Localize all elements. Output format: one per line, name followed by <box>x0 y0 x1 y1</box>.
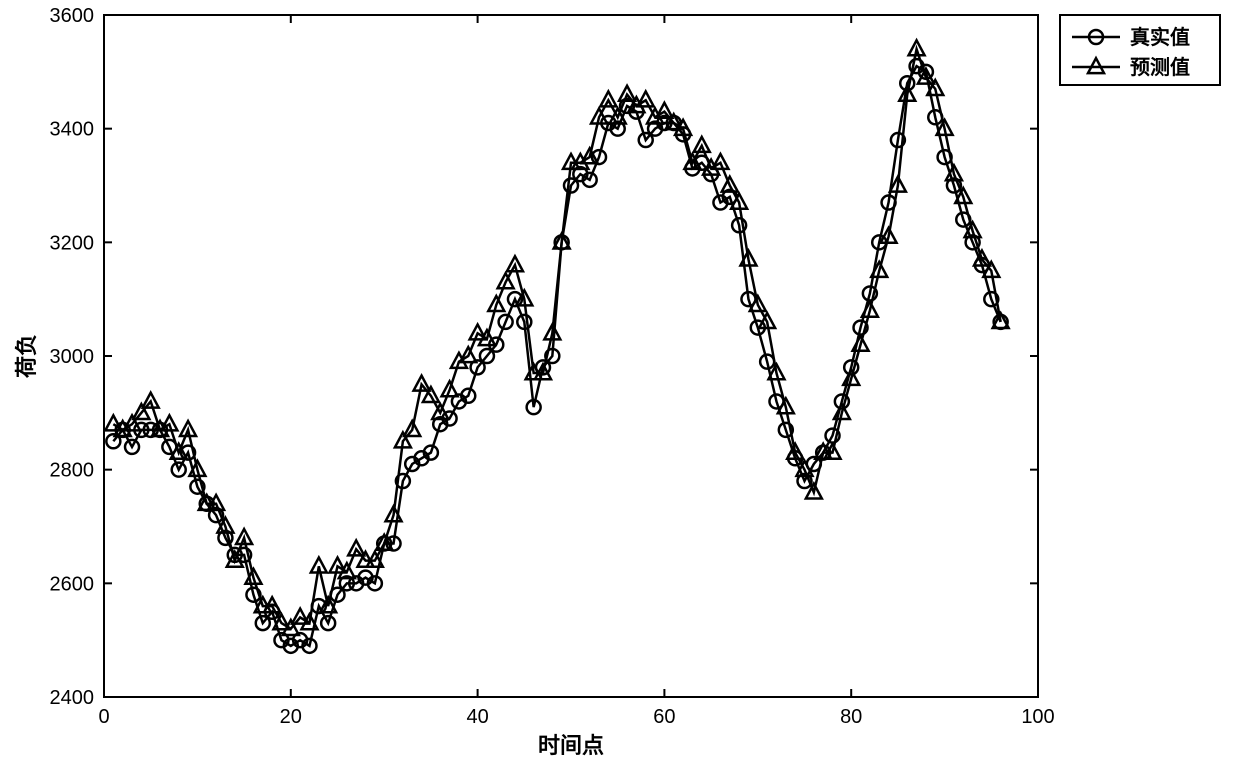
xtick-label: 60 <box>653 706 675 728</box>
ytick-label: 3400 <box>50 119 95 141</box>
ytick-label: 2400 <box>50 687 95 709</box>
ytick-label: 2800 <box>50 460 95 482</box>
ytick-label: 3200 <box>50 232 95 254</box>
chart-container: 0 20 40 60 80 100 2400 2600 2800 3000 3200 3400 3600… <box>0 0 1240 763</box>
ytick-label: 3000 <box>50 346 95 368</box>
xtick-label: 20 <box>280 706 302 728</box>
xtick-label: 100 <box>1021 706 1054 728</box>
xtick-label: 80 <box>840 706 862 728</box>
series-line-0 <box>113 66 1000 646</box>
plot-box <box>104 15 1038 697</box>
legend-label-1: 预测值 <box>1130 55 1190 79</box>
ytick-label: 3600 <box>50 5 95 27</box>
chart-svg: 0 20 40 60 80 100 2400 2600 2800 3000 3200 3400 3600… <box>0 0 1240 763</box>
xlabel: 时间点 <box>538 733 604 758</box>
ytick-label: 2600 <box>50 573 95 595</box>
legend-label-0: 真实值 <box>1130 25 1190 49</box>
xtick-label: 0 <box>98 706 109 728</box>
xtick-label: 40 <box>466 706 488 728</box>
legend-marker-triangle <box>1088 58 1104 73</box>
ylabel: 荷负 <box>14 334 39 378</box>
